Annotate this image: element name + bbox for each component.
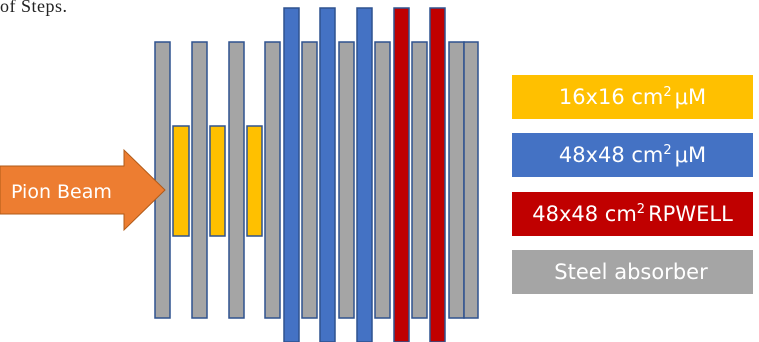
small-micromegas-plate-6: [246, 125, 263, 237]
large-micromegas-plate-8: [283, 7, 300, 342]
legend-small-micromegas: 16x16 cm2 μM: [512, 75, 753, 119]
steel-absorber-plate-7: [264, 41, 281, 319]
steel-absorber-plate-1: [154, 41, 171, 319]
steel-absorber-plate-3: [191, 41, 208, 319]
pion-beam-label: Pion Beam: [11, 181, 112, 203]
pion-beam-arrow: Pion Beam: [0, 148, 166, 232]
steel-absorber-plate-17: [448, 41, 465, 319]
detector-plates: [154, 7, 479, 342]
legend-steel-absorber-label: Steel absorber: [554, 260, 708, 284]
steel-absorber-plate-11: [338, 41, 355, 319]
small-micromegas-plate-4: [209, 125, 226, 237]
legend-steel-absorber: Steel absorber: [512, 250, 753, 294]
small-micromegas-plate-2: [172, 125, 190, 237]
caption-fragment: of Steps.: [0, 0, 68, 16]
legend-large-micromegas-label: 48x48 cm2 μM: [558, 143, 707, 167]
rpwell-plate-16: [429, 7, 446, 342]
large-micromegas-plate-10: [319, 7, 336, 342]
steel-absorber-plate-9: [301, 41, 318, 319]
steel-absorber-plate-15: [411, 41, 428, 319]
steel-absorber-plate-18: [463, 41, 479, 319]
steel-absorber-plate-5: [228, 41, 245, 319]
legend-large-micromegas: 48x48 cm2 μM: [512, 133, 753, 177]
legend-rpwell: 48x48 cm2 RPWELL: [512, 192, 753, 236]
steel-absorber-plate-13: [374, 41, 391, 319]
legend-rpwell-label: 48x48 cm2 RPWELL: [532, 202, 733, 226]
rpwell-plate-14: [393, 7, 410, 342]
legend-small-micromegas-label: 16x16 cm2 μM: [558, 85, 707, 109]
pion-beam-arrow-shape: [0, 148, 166, 232]
large-micromegas-plate-12: [356, 7, 373, 342]
